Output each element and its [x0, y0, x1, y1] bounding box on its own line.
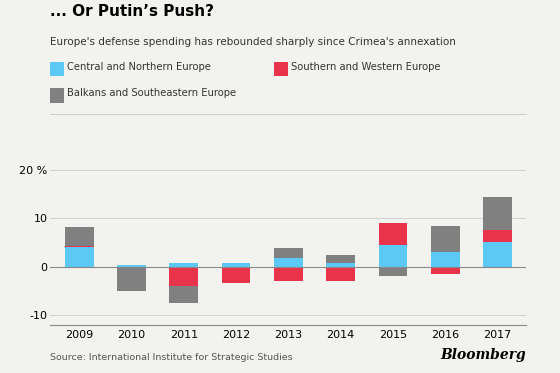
Bar [274, 248, 303, 258]
Bar [431, 226, 460, 252]
Bar [483, 197, 512, 231]
Bar [65, 246, 94, 247]
Bar [483, 231, 512, 242]
Bar [326, 256, 355, 263]
Bar [431, 267, 460, 274]
Bar [117, 268, 146, 291]
Bar [326, 263, 355, 267]
Text: Source: International Institute for Strategic Studies: Source: International Institute for Stra… [50, 353, 293, 362]
Bar [117, 265, 146, 267]
Bar [222, 267, 250, 283]
Bar [326, 267, 355, 281]
Bar [65, 226, 94, 246]
Text: Bloomberg: Bloomberg [441, 348, 526, 362]
Text: Southern and Western Europe: Southern and Western Europe [291, 62, 441, 72]
Bar [274, 267, 303, 281]
Bar [169, 263, 198, 267]
Text: ... Or Putin’s Push?: ... Or Putin’s Push? [50, 4, 214, 19]
Text: Europe's defense spending has rebounded sharply since Crimea's annexation: Europe's defense spending has rebounded … [50, 37, 456, 47]
Bar [483, 242, 512, 267]
Bar [169, 286, 198, 303]
Text: Central and Northern Europe: Central and Northern Europe [67, 62, 211, 72]
Bar [117, 267, 146, 268]
Bar [169, 267, 198, 286]
Bar [65, 247, 94, 267]
Bar [431, 252, 460, 267]
Bar [379, 267, 407, 276]
Bar [379, 245, 407, 267]
Text: Balkans and Southeastern Europe: Balkans and Southeastern Europe [67, 88, 236, 98]
Bar [379, 223, 407, 245]
Bar [222, 263, 250, 267]
Bar [274, 258, 303, 267]
